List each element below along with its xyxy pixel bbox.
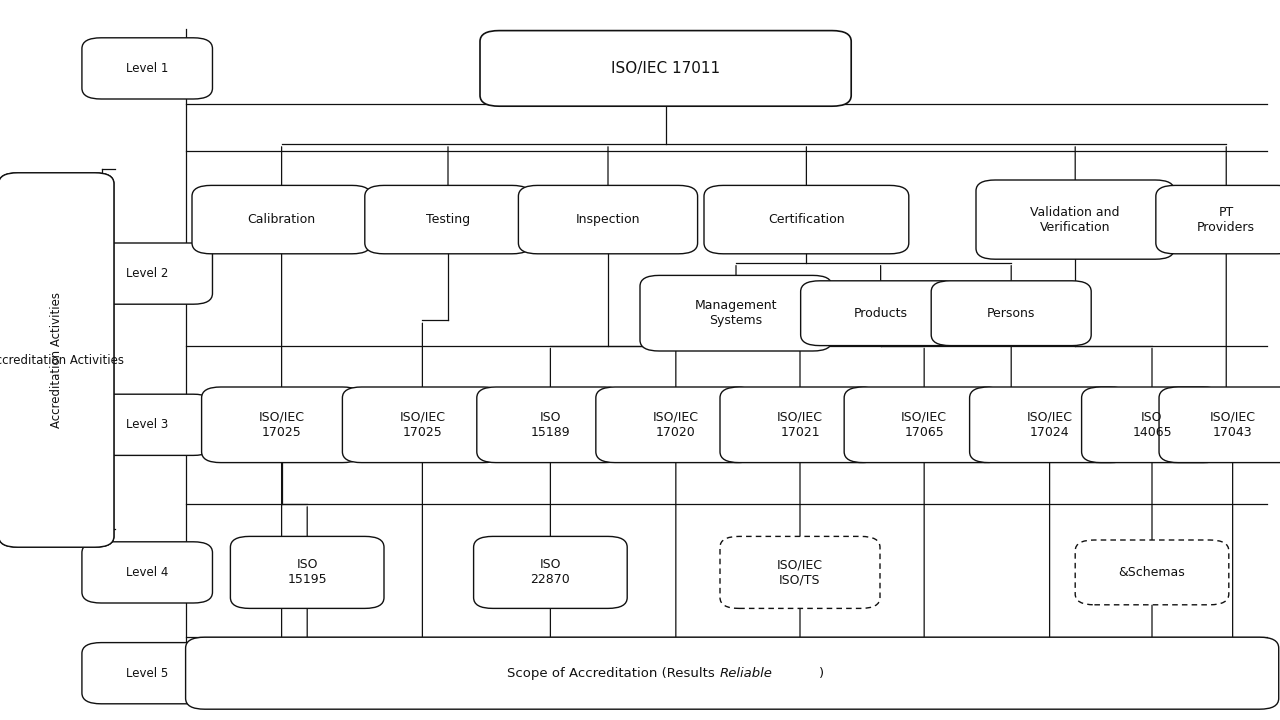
FancyBboxPatch shape xyxy=(0,173,114,547)
Text: ISO/IEC
17021: ISO/IEC 17021 xyxy=(777,411,823,438)
Text: Reliable: Reliable xyxy=(719,667,772,680)
Text: PT
Providers: PT Providers xyxy=(1197,206,1256,233)
FancyBboxPatch shape xyxy=(1082,387,1222,463)
Text: Level 5: Level 5 xyxy=(125,667,169,680)
Text: &Schemas: &Schemas xyxy=(1119,566,1185,579)
FancyBboxPatch shape xyxy=(977,180,1175,259)
Text: Calibration: Calibration xyxy=(247,213,316,226)
FancyBboxPatch shape xyxy=(82,243,212,304)
FancyBboxPatch shape xyxy=(82,37,212,99)
FancyBboxPatch shape xyxy=(192,186,371,254)
Text: Level 1: Level 1 xyxy=(125,62,169,75)
FancyBboxPatch shape xyxy=(932,281,1091,346)
Text: ISO/IEC
17025: ISO/IEC 17025 xyxy=(259,411,305,438)
Text: ISO
22870: ISO 22870 xyxy=(530,559,571,586)
Text: Inspection: Inspection xyxy=(576,213,640,226)
FancyBboxPatch shape xyxy=(343,387,503,463)
FancyBboxPatch shape xyxy=(365,186,531,254)
Text: ): ) xyxy=(819,667,824,680)
Text: Scope of Accreditation (Results: Scope of Accreditation (Results xyxy=(507,667,719,680)
FancyBboxPatch shape xyxy=(640,276,832,351)
FancyBboxPatch shape xyxy=(480,30,851,106)
Text: Level 4: Level 4 xyxy=(125,566,169,579)
FancyBboxPatch shape xyxy=(0,173,114,547)
Text: ISO/IEC
17065: ISO/IEC 17065 xyxy=(901,411,947,438)
FancyBboxPatch shape xyxy=(474,536,627,608)
FancyBboxPatch shape xyxy=(477,387,625,463)
Text: ISO/IEC
17025: ISO/IEC 17025 xyxy=(399,411,445,438)
Text: Products: Products xyxy=(854,307,908,320)
Text: ISO/IEC
17024: ISO/IEC 17024 xyxy=(1027,411,1073,438)
Text: Persons: Persons xyxy=(987,307,1036,320)
Text: Certification: Certification xyxy=(768,213,845,226)
Text: Validation and
Verification: Validation and Verification xyxy=(1030,206,1120,233)
FancyBboxPatch shape xyxy=(82,395,212,456)
FancyBboxPatch shape xyxy=(801,281,960,346)
Text: Level 2: Level 2 xyxy=(125,267,169,280)
FancyBboxPatch shape xyxy=(1075,540,1229,605)
Text: Management
Systems: Management Systems xyxy=(695,300,777,327)
Text: ISO
15195: ISO 15195 xyxy=(288,559,326,586)
Text: ISO/IEC
17020: ISO/IEC 17020 xyxy=(653,411,699,438)
Text: ISO/IEC
17043: ISO/IEC 17043 xyxy=(1210,411,1256,438)
Text: ISO
15189: ISO 15189 xyxy=(531,411,570,438)
FancyBboxPatch shape xyxy=(518,186,698,254)
Text: ISO/IEC 17011: ISO/IEC 17011 xyxy=(611,61,721,76)
FancyBboxPatch shape xyxy=(82,642,212,704)
FancyBboxPatch shape xyxy=(719,387,881,463)
FancyBboxPatch shape xyxy=(596,387,755,463)
Text: Accreditation Activities: Accreditation Activities xyxy=(50,292,63,428)
Text: Level 3: Level 3 xyxy=(125,418,169,431)
FancyBboxPatch shape xyxy=(719,536,881,608)
FancyBboxPatch shape xyxy=(970,387,1129,463)
FancyBboxPatch shape xyxy=(1156,186,1280,254)
FancyBboxPatch shape xyxy=(1160,387,1280,463)
FancyBboxPatch shape xyxy=(230,536,384,608)
Text: Testing: Testing xyxy=(426,213,470,226)
Text: ISO/IEC
ISO/TS: ISO/IEC ISO/TS xyxy=(777,559,823,586)
FancyBboxPatch shape xyxy=(186,637,1279,709)
Text: Accreditation Activities: Accreditation Activities xyxy=(0,354,124,366)
Text: ISO
14065: ISO 14065 xyxy=(1133,411,1171,438)
FancyBboxPatch shape xyxy=(704,186,909,254)
FancyBboxPatch shape xyxy=(845,387,1004,463)
FancyBboxPatch shape xyxy=(82,541,212,603)
FancyBboxPatch shape xyxy=(201,387,361,463)
